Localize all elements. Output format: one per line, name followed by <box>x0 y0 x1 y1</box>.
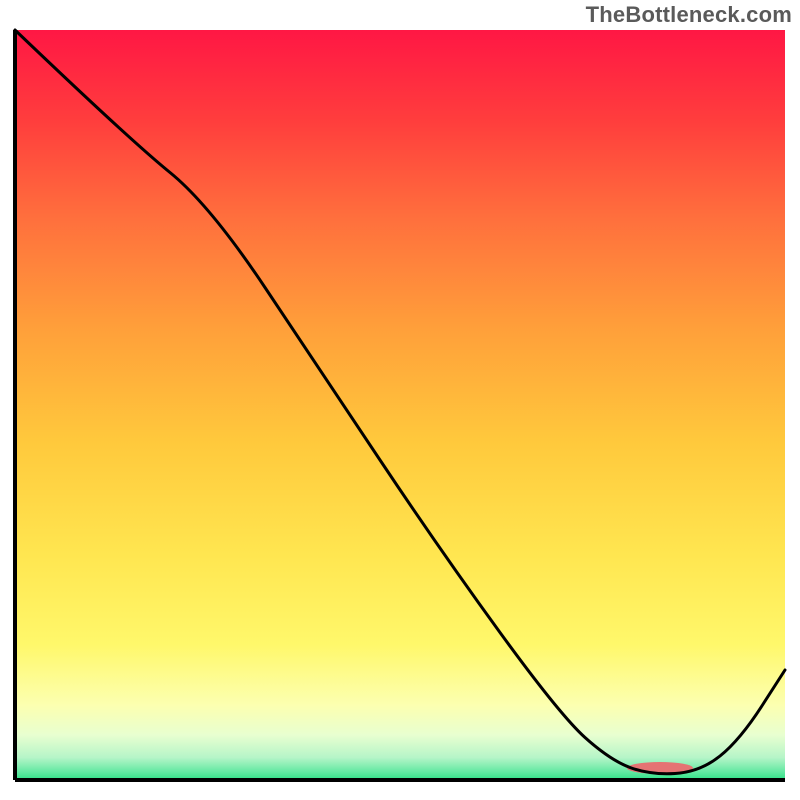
chart-canvas: TheBottleneck.com <box>0 0 800 800</box>
bottleneck-chart-svg <box>0 0 800 800</box>
watermark-text: TheBottleneck.com <box>586 2 792 28</box>
plot-area-rect <box>15 30 785 780</box>
